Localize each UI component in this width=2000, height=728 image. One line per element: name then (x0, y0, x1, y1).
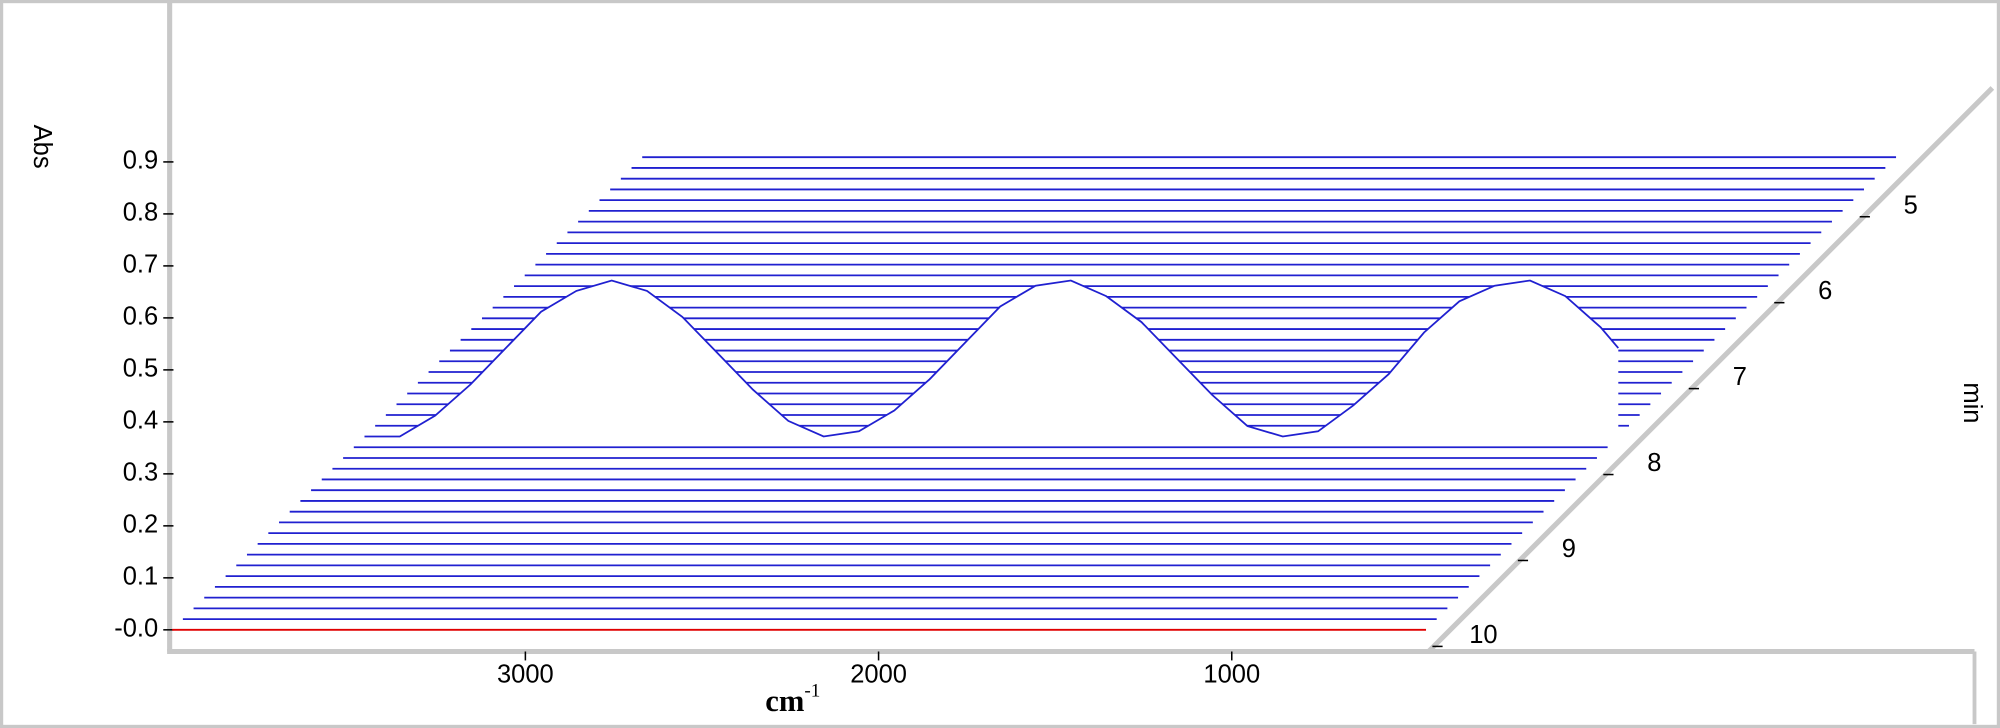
y-tick-label: 0.1 (123, 563, 158, 591)
y-tick-label: 0.9 (123, 147, 158, 175)
y-tick-label: 0.3 (123, 459, 158, 487)
x-tick-label: 1000 (1203, 660, 1260, 688)
y-tick-label: 0.8 (123, 199, 158, 227)
x-axis-label-sup: -1 (804, 681, 820, 702)
x-tick-label: 3000 (497, 660, 554, 688)
time-axis-line (1426, 86, 1995, 654)
y-tick-label: 0.2 (123, 511, 158, 539)
x-axis-label: cm-1 (765, 681, 820, 718)
hidden-fill (364, 280, 1619, 437)
z-tick-label: 8 (1647, 449, 1661, 477)
y-tick-label: 0.7 (123, 251, 158, 279)
y-axis-label: Abs (28, 125, 56, 169)
y-tick-label: 0.4 (123, 407, 158, 435)
z-tick-label: 10 (1469, 621, 1497, 649)
z-tick-label: 6 (1818, 277, 1832, 305)
z-tick-label: 5 (1904, 191, 1918, 219)
y-tick-label: 0.5 (123, 355, 158, 383)
x-axis-label-base: cm (765, 684, 804, 718)
z-tick-label: 9 (1562, 535, 1576, 563)
y-tick-label: -0.0 (114, 615, 158, 643)
z-axis-label: min (1958, 382, 1986, 423)
x-tick-label: 2000 (850, 660, 907, 688)
z-tick-label: 7 (1733, 363, 1747, 391)
spectrum (364, 279, 1619, 438)
y-tick-label: 0.6 (123, 303, 158, 331)
